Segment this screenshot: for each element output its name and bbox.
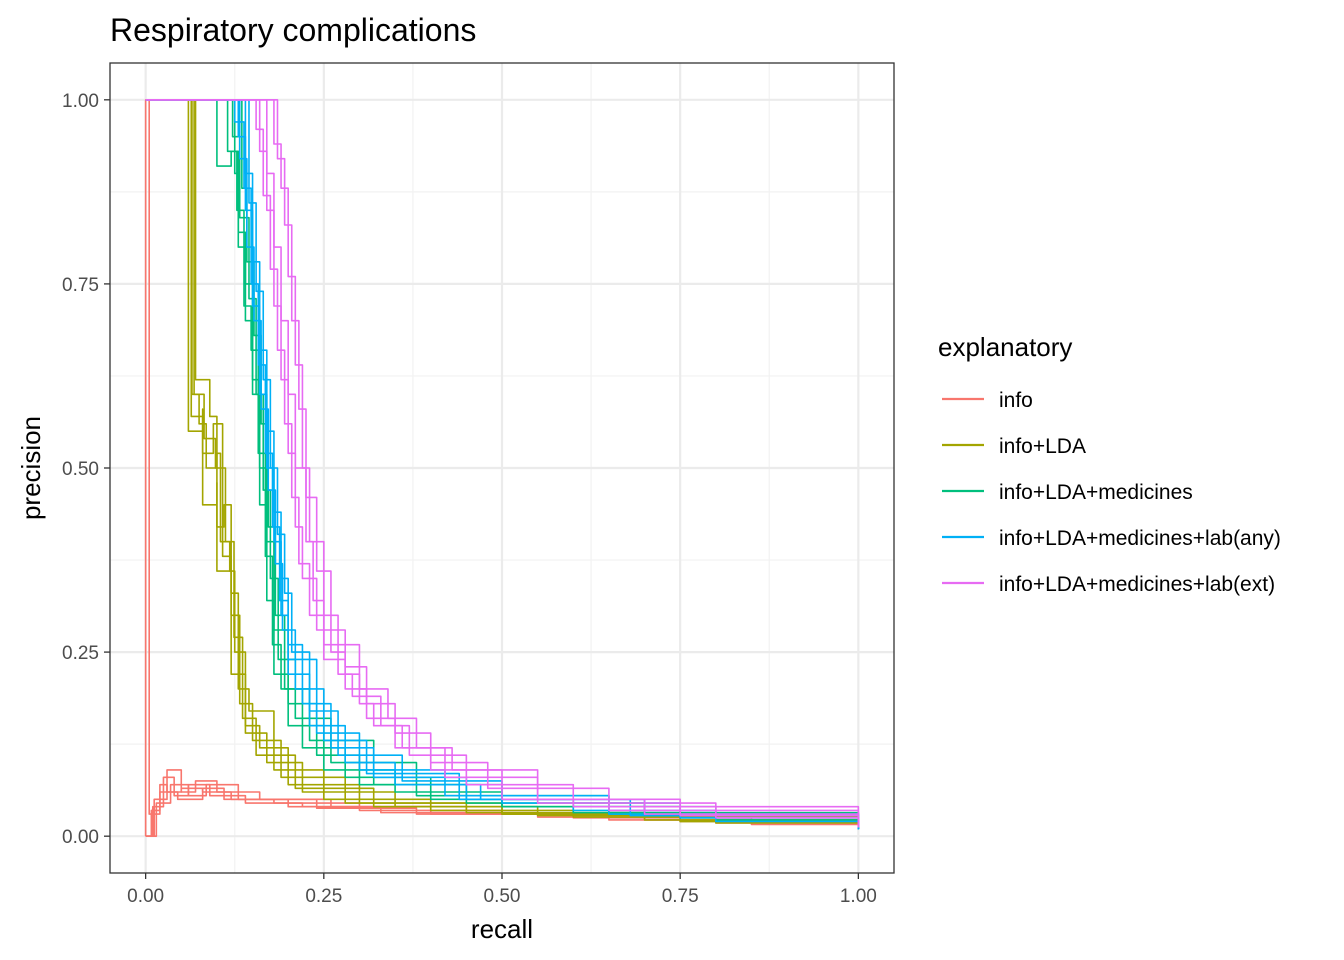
legend-label: info+LDA+medicines+lab(any): [999, 527, 1281, 550]
x-axis: 0.00 0.25 0.50 0.75 1.00: [127, 873, 877, 907]
x-tick-label: 0.00: [127, 886, 164, 907]
series-line: [145, 99, 860, 829]
series-line: [145, 99, 860, 829]
series-4: [145, 99, 860, 828]
chart-title: Respiratory complications: [110, 12, 476, 48]
y-axis: 0.00 0.25 0.50 0.75 1.00: [62, 91, 110, 848]
plot-area: [109, 62, 895, 874]
x-tick-label: 0.75: [662, 886, 699, 907]
x-axis-title: recall: [471, 914, 533, 944]
x-tick-label: 0.25: [305, 886, 342, 907]
series-line: [145, 99, 860, 828]
series-line: [145, 99, 860, 829]
y-tick-label: 0.00: [62, 827, 99, 848]
y-tick-label: 0.75: [62, 275, 99, 296]
series-1: [145, 99, 860, 829]
legend-label: info+LDA+medicines+lab(ext): [999, 573, 1275, 596]
series-line: [145, 99, 860, 829]
y-axis-title: precision: [16, 416, 46, 520]
y-tick-label: 0.50: [62, 459, 99, 480]
series-line: [145, 99, 860, 828]
legend: explanatory info info+LDA info+LDA+medicin…: [938, 332, 1281, 596]
x-tick-label: 1.00: [840, 886, 877, 907]
series-line: [145, 99, 860, 828]
series-line: [145, 99, 860, 829]
legend-label: info+LDA+medicines: [999, 481, 1193, 504]
y-tick-label: 1.00: [62, 91, 99, 112]
x-tick-label: 0.50: [484, 886, 521, 907]
y-tick-label: 0.25: [62, 643, 99, 664]
legend-label: info: [999, 389, 1033, 412]
legend-label: info+LDA: [999, 435, 1086, 458]
legend-title: explanatory: [938, 332, 1072, 362]
